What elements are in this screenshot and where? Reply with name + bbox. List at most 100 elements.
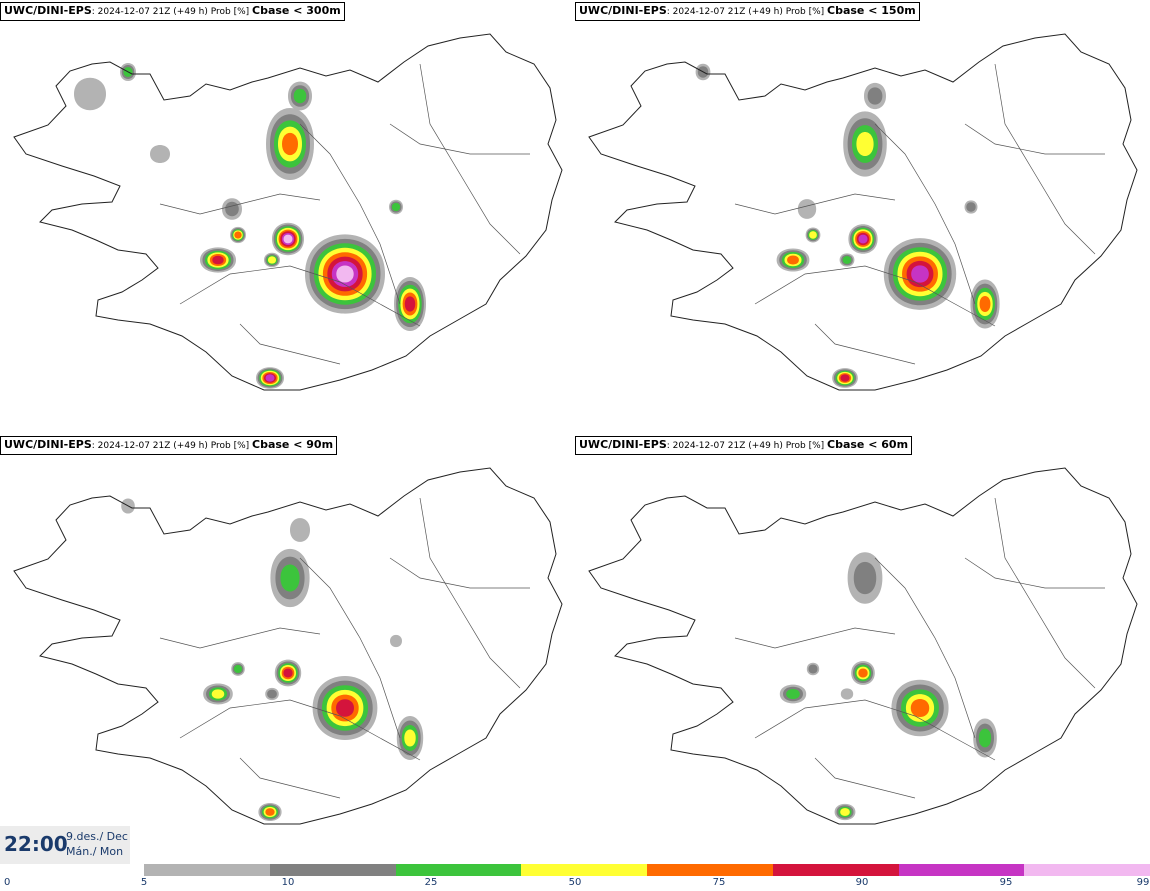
map-panel-60m: UWC/DINI-EPS: 2024-12-07 21Z (+49 h) Pro… <box>575 434 1150 866</box>
iceland-map <box>588 33 1138 391</box>
probability-contour <box>842 256 852 264</box>
region-boundary <box>874 123 976 305</box>
coastline <box>13 33 563 391</box>
region-boundary <box>734 627 896 649</box>
probability-contour <box>336 265 354 283</box>
probability-contour <box>283 234 293 244</box>
region-boundary <box>159 627 321 649</box>
region-boundary <box>874 557 976 739</box>
region-boundary <box>734 193 896 215</box>
probability-contour <box>856 131 874 157</box>
coastline <box>588 467 1138 825</box>
probability-contour <box>979 296 991 312</box>
probability-contour <box>283 668 293 678</box>
legend-tick-label: 75 <box>712 877 726 888</box>
legend-swatch <box>144 864 270 876</box>
panel-title: UWC/DINI-EPS: 2024-12-07 21Z (+49 h) Pro… <box>0 436 338 455</box>
probability-contour <box>840 688 854 700</box>
legend-tick-label: 5 <box>140 877 148 888</box>
probability-contour <box>858 668 868 678</box>
legend-swatch <box>521 864 647 876</box>
legend-tick-label: 25 <box>424 877 438 888</box>
region-boundary <box>994 497 1096 689</box>
panel-title: UWC/DINI-EPS: 2024-12-07 21Z (+49 h) Pro… <box>575 436 913 455</box>
region-boundary <box>389 557 530 589</box>
map-panel-90m: UWC/DINI-EPS: 2024-12-07 21Z (+49 h) Pro… <box>0 434 575 866</box>
probability-contour <box>808 664 818 674</box>
probability-contour <box>978 728 992 748</box>
probability-contour <box>265 808 275 816</box>
region-boundary <box>239 323 341 365</box>
probability-contour <box>233 665 243 673</box>
coastline <box>13 467 563 825</box>
legend-swatch <box>395 864 522 876</box>
iceland-map <box>13 33 563 391</box>
probability-contour <box>211 689 225 699</box>
probability-contour <box>840 808 850 816</box>
iceland-map <box>13 467 563 825</box>
region-boundary <box>239 757 341 799</box>
probability-contour <box>404 729 416 747</box>
probability-contour <box>268 256 276 264</box>
probability-contour <box>858 234 868 244</box>
valid-date: 9.des./ Dec <box>66 830 128 843</box>
probability-contour <box>280 564 300 592</box>
map-panel-150m: UWC/DINI-EPS: 2024-12-07 21Z (+49 h) Pro… <box>575 0 1150 432</box>
probability-contour <box>391 202 401 212</box>
legend-tick-label: 99 <box>1136 877 1150 888</box>
legend-swatch <box>898 864 1025 876</box>
probability-contour <box>867 87 883 105</box>
legend-tick-label: 50 <box>568 877 582 888</box>
probability-contour <box>840 374 850 382</box>
region-boundary <box>299 123 401 305</box>
legend-tick-label: 95 <box>999 877 1013 888</box>
region-boundary <box>159 193 321 215</box>
legend-swatch <box>647 864 773 876</box>
probability-contour <box>293 88 307 104</box>
region-boundary <box>419 497 521 689</box>
legend-tick-label: 90 <box>855 877 869 888</box>
region-boundary <box>964 557 1105 589</box>
region-boundary <box>994 63 1096 255</box>
probability-contour <box>282 132 298 156</box>
region-boundary <box>179 265 421 327</box>
map-panel-300m: UWC/DINI-EPS: 2024-12-07 21Z (+49 h) Pro… <box>0 0 575 432</box>
valid-weekday: Mán./ Mon <box>66 845 124 858</box>
probability-contour <box>390 634 402 648</box>
probability-contour <box>404 296 416 312</box>
probability-legend-bar <box>144 864 1150 876</box>
legend-tick-label: 0 <box>4 877 11 888</box>
coastline <box>588 33 1138 391</box>
probability-contour <box>853 561 877 595</box>
probability-contour <box>787 255 799 265</box>
legend-swatch <box>772 864 899 876</box>
legend-swatch <box>269 864 396 876</box>
probability-contour <box>809 231 817 239</box>
probability-contour <box>797 199 817 219</box>
probability-contour <box>786 688 800 700</box>
region-boundary <box>754 265 996 327</box>
probability-contour <box>74 77 106 111</box>
probability-contour <box>966 202 976 212</box>
legend-swatch <box>1024 864 1150 876</box>
region-boundary <box>419 63 521 255</box>
probability-contour <box>265 374 275 382</box>
region-boundary <box>964 123 1105 155</box>
probability-contour <box>212 255 224 265</box>
panel-title: UWC/DINI-EPS: 2024-12-07 21Z (+49 h) Pro… <box>575 2 920 21</box>
region-boundary <box>814 757 916 799</box>
region-boundary <box>179 699 421 761</box>
probability-contour <box>335 699 355 717</box>
probability-contour <box>911 265 929 283</box>
probability-contour <box>910 698 930 718</box>
panel-title: UWC/DINI-EPS: 2024-12-07 21Z (+49 h) Pro… <box>0 2 345 21</box>
probability-contour <box>225 201 239 217</box>
region-boundary <box>299 557 401 739</box>
valid-time: 22:00 <box>4 832 68 856</box>
probability-contour <box>234 231 242 239</box>
region-boundary <box>754 699 996 761</box>
probability-contour <box>267 689 277 699</box>
probability-contour <box>290 518 310 542</box>
iceland-map <box>588 467 1138 825</box>
legend-tick-label: 10 <box>281 877 295 888</box>
